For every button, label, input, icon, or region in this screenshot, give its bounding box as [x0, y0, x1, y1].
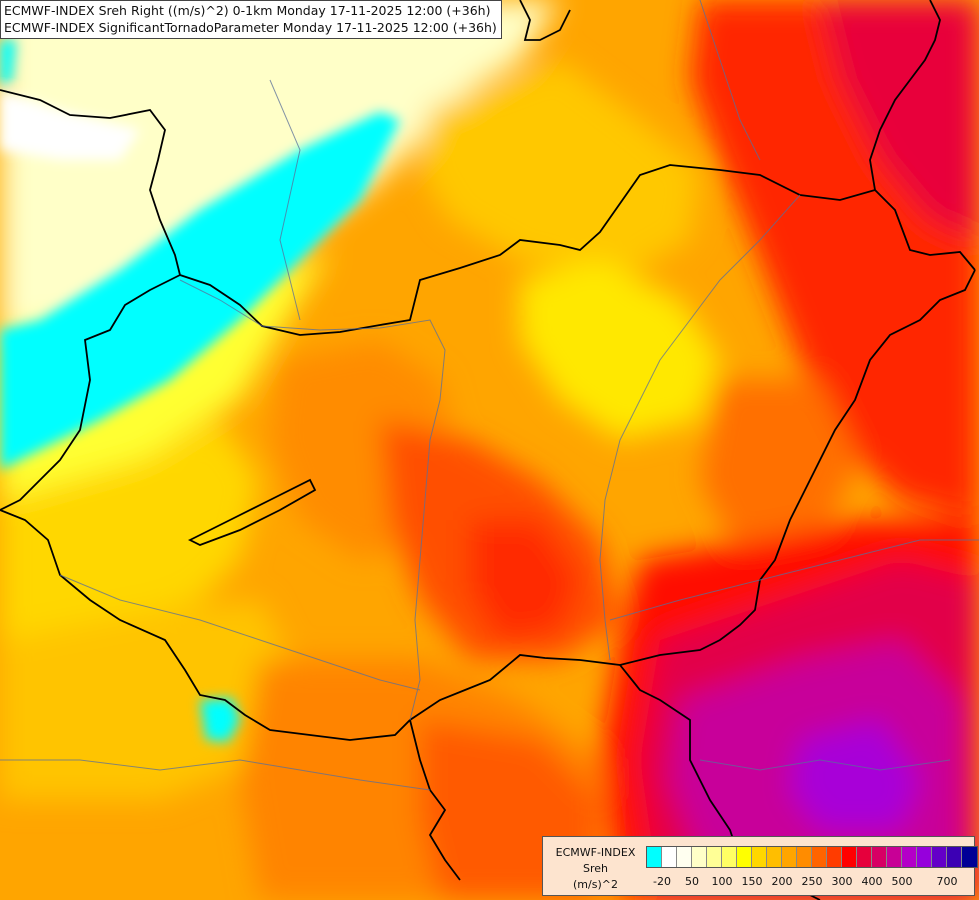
border-east: [619, 269, 976, 666]
river-ne: [699, 0, 761, 161]
river-north: [269, 79, 301, 321]
field-red-core: [470, 520, 580, 640]
legend-swatch: [737, 847, 752, 867]
legend-swatch: [752, 847, 767, 867]
rivers: [0, 0, 979, 791]
legend-swatch: [947, 847, 962, 867]
legend-swatch: [917, 847, 932, 867]
border-west: [0, 274, 181, 511]
legend-tick-label: 50: [685, 875, 699, 888]
field-gold-sw: [0, 600, 300, 800]
legend-title: ECMWF-INDEX Sreh (m/s)^2: [547, 845, 644, 893]
border-ne: [869, 0, 941, 191]
legend-tick-label: -20: [653, 875, 671, 888]
field-cyan-top: [0, 40, 16, 90]
border-nw: [519, 0, 571, 41]
legend-tick-label: 300: [831, 875, 853, 888]
legend-swatch: [857, 847, 872, 867]
legend-color-bar: [646, 846, 978, 868]
field-purple-core: [790, 720, 920, 830]
legend-swatch: [842, 847, 857, 867]
legend-swatch: [962, 847, 977, 867]
legend-tick-label: 500: [891, 875, 913, 888]
legend-swatch: [872, 847, 887, 867]
field-white-patch: [0, 90, 140, 160]
field-gold-west: [0, 420, 260, 640]
legend-tick-label: 700: [936, 875, 958, 888]
legend-swatch: [797, 847, 812, 867]
legend-line-2: Sreh: [582, 862, 608, 875]
legend-swatch: [887, 847, 902, 867]
river-sava: [0, 759, 431, 791]
field-orange-east: [700, 380, 860, 560]
legend-swatch: [692, 847, 707, 867]
field-cyan-band: [0, 112, 400, 470]
legend-swatch: [782, 847, 797, 867]
legend-swatch: [812, 847, 827, 867]
cyan-field: [0, 40, 400, 742]
border-south: [0, 509, 621, 741]
legend-tick-label: 100: [711, 875, 733, 888]
river-danube: [179, 279, 446, 721]
legend-line-3: (m/s)^2: [573, 878, 618, 891]
field-yellow-center: [520, 260, 720, 440]
field-gold-north: [420, 60, 700, 280]
legend-line-1: ECMWF-INDEX: [555, 846, 636, 859]
legend-swatch: [827, 847, 842, 867]
river-se: [699, 759, 951, 771]
legend-tick-label: 150: [741, 875, 763, 888]
legend-swatch: [902, 847, 917, 867]
river-drava: [59, 574, 421, 691]
title-line-1: ECMWF-INDEX Sreh Right ((m/s)^2) 0-1km M…: [4, 3, 491, 18]
legend-swatch: [647, 847, 662, 867]
legend-swatch: [707, 847, 722, 867]
legend-swatch: [722, 847, 737, 867]
field-cyan-spot-sw: [200, 698, 240, 742]
border-north: [0, 89, 976, 336]
border-south-inner: [409, 719, 461, 881]
legend-tick-label: 400: [861, 875, 883, 888]
legend-swatch: [767, 847, 782, 867]
river-mures: [609, 539, 979, 621]
river-tisza: [599, 194, 801, 661]
color-legend: ECMWF-INDEX Sreh (m/s)^2 -20 50 100 150 200 2…: [542, 836, 978, 896]
legend-swatch: [932, 847, 947, 867]
legend-tick-label: 250: [801, 875, 823, 888]
legend-swatch: [677, 847, 692, 867]
legend-tick-label: 200: [771, 875, 793, 888]
title-box: ECMWF-INDEX Sreh Right ((m/s)^2) 0-1km M…: [0, 0, 502, 39]
lake-outline: [187, 478, 317, 546]
field-crimson-ne: [820, 0, 979, 240]
legend-swatch: [662, 847, 677, 867]
title-line-2: ECMWF-INDEX SignificantTornadoParameter …: [4, 20, 497, 35]
